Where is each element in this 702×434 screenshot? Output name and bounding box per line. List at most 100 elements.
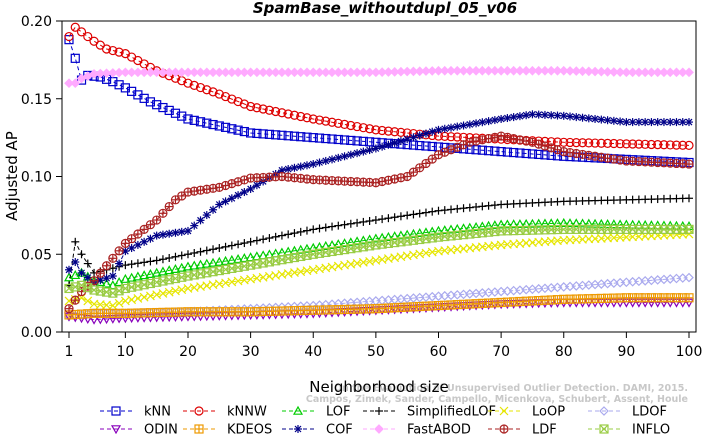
data-point [195, 82, 206, 93]
data-point [239, 67, 250, 78]
data-point [164, 201, 174, 212]
data-point [571, 66, 582, 76]
data-point [177, 227, 186, 236]
data-point [490, 116, 499, 125]
y-tick-label: 0.20 [21, 14, 52, 30]
data-point [220, 122, 231, 132]
data-point [478, 202, 487, 211]
data-point [158, 67, 168, 78]
data-point [534, 149, 544, 160]
data-point [70, 270, 81, 280]
data-point [182, 261, 194, 271]
data-point [127, 234, 137, 244]
data-point [89, 276, 99, 286]
data-point [483, 220, 494, 230]
data-point [396, 137, 405, 146]
data-point [189, 260, 200, 270]
data-point [359, 217, 368, 226]
data-point [527, 218, 538, 228]
data-point [502, 219, 513, 229]
legend-marker [374, 424, 384, 434]
data-point [301, 243, 312, 253]
data-point [158, 208, 168, 218]
data-point [471, 145, 481, 155]
data-point [158, 255, 167, 264]
data-point [189, 67, 200, 78]
data-point [215, 200, 224, 209]
data-point [127, 260, 136, 269]
data-point [170, 263, 181, 273]
data-point [234, 191, 243, 200]
data-point [603, 116, 612, 125]
data-point [189, 115, 199, 125]
series-kdeos [64, 293, 694, 320]
data-point [403, 211, 412, 220]
data-point [402, 171, 412, 182]
data-point [464, 65, 475, 76]
data-point [547, 111, 556, 120]
data-point [165, 229, 174, 238]
data-point [447, 123, 456, 132]
data-point [353, 149, 362, 158]
data-point [509, 113, 518, 122]
data-point [559, 111, 568, 120]
data-point [458, 65, 469, 76]
data-point [621, 139, 631, 149]
data-point [477, 65, 488, 76]
data-point [615, 67, 625, 78]
data-point [583, 218, 594, 228]
data-point [108, 272, 117, 281]
data-point [383, 231, 394, 241]
data-point [289, 131, 300, 141]
legend: kNN kNNW LOF SimplifiedLOF LoOP LDOF ODIN KDEOS… [100, 405, 670, 434]
data-point [358, 235, 369, 245]
data-point [478, 118, 487, 127]
data-point [314, 241, 325, 251]
legend-marker [499, 406, 509, 416]
data-point [270, 67, 281, 78]
data-point [403, 135, 412, 144]
data-point [70, 78, 81, 89]
data-point [408, 228, 419, 238]
data-point [183, 67, 193, 78]
data-point [508, 219, 519, 229]
data-point [346, 120, 356, 131]
data-point [252, 67, 262, 78]
data-point [509, 147, 519, 158]
data-point [114, 80, 124, 90]
data-point [503, 114, 512, 123]
data-point [396, 127, 406, 137]
data-point [459, 121, 468, 130]
data-point [145, 97, 156, 107]
data-point [578, 113, 587, 122]
data-point [465, 203, 474, 212]
data-point [340, 152, 349, 161]
data-point [215, 244, 224, 253]
data-point [571, 138, 581, 148]
data-point [120, 67, 131, 78]
data-point [164, 105, 174, 116]
data-point [364, 67, 375, 78]
data-point [565, 137, 575, 148]
y-axis-title: Adjusted AP [3, 131, 21, 221]
data-point [434, 206, 443, 215]
data-point [152, 256, 161, 265]
data-point [440, 124, 449, 133]
data-point [177, 111, 187, 121]
data-point [195, 259, 206, 269]
legend-label: KDEOS [227, 423, 272, 434]
series-line-knnw [68, 26, 690, 146]
data-point [409, 210, 418, 219]
series-ldf [64, 131, 694, 314]
data-point [214, 121, 224, 131]
data-point [559, 137, 569, 147]
watermark-line-2: On the Evaluation of Unsupervised Outlie… [334, 383, 688, 394]
data-point [146, 234, 155, 243]
data-point [528, 110, 537, 119]
data-point [108, 45, 118, 56]
data-point [101, 44, 112, 54]
data-point [283, 109, 293, 119]
data-point [190, 249, 199, 258]
watermark-line-1: Campos, Zimek, Sander, Campello, Micenko… [306, 394, 688, 405]
data-point [284, 165, 293, 174]
